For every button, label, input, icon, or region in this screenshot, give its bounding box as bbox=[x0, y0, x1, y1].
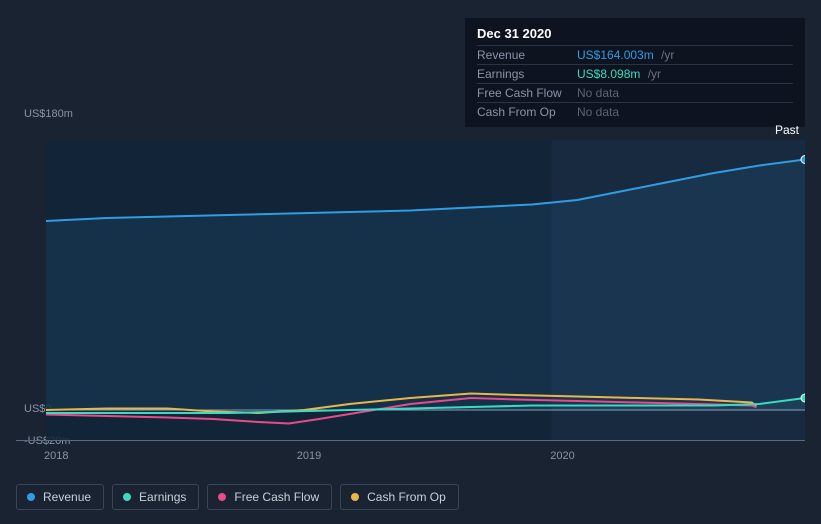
tooltip-metric-label: Earnings bbox=[477, 67, 577, 81]
chart-svg bbox=[46, 120, 805, 440]
legend-label: Cash From Op bbox=[367, 490, 446, 504]
tooltip-metric-value: No data bbox=[577, 86, 619, 100]
tooltip-unit: /yr bbox=[644, 67, 661, 81]
tooltip-metric-label: Free Cash Flow bbox=[477, 86, 577, 100]
legend-label: Free Cash Flow bbox=[234, 490, 319, 504]
legend-dot-icon bbox=[351, 493, 359, 501]
x-axis-tick-label: 2019 bbox=[297, 450, 321, 462]
tooltip-metric-label: Revenue bbox=[477, 48, 577, 62]
legend-item[interactable]: Revenue bbox=[16, 484, 104, 510]
tooltip-metric-value: US$8.098m /yr bbox=[577, 67, 661, 81]
x-axis-tick-label: 2020 bbox=[550, 450, 574, 462]
x-axis-tick-label: 2018 bbox=[44, 450, 68, 462]
legend-dot-icon bbox=[27, 493, 35, 501]
tooltip-metric-label: Cash From Op bbox=[477, 105, 577, 119]
legend-item[interactable]: Earnings bbox=[112, 484, 199, 510]
financials-chart: US$180mUS$0-US$20m Past 201820192020 bbox=[16, 120, 805, 480]
legend-item[interactable]: Cash From Op bbox=[340, 484, 459, 510]
axis-baseline bbox=[16, 440, 805, 441]
data-tooltip: Dec 31 2020 RevenueUS$164.003m /yrEarnin… bbox=[465, 18, 805, 127]
legend-label: Earnings bbox=[139, 490, 186, 504]
tooltip-row: Free Cash FlowNo data bbox=[477, 83, 793, 102]
y-axis-tick-label: US$180m bbox=[24, 108, 73, 120]
tooltip-date: Dec 31 2020 bbox=[477, 26, 793, 41]
legend-label: Revenue bbox=[43, 490, 91, 504]
tooltip-metric-value: No data bbox=[577, 105, 619, 119]
legend-dot-icon bbox=[218, 493, 226, 501]
tooltip-unit: /yr bbox=[658, 48, 675, 62]
tooltip-row: RevenueUS$164.003m /yr bbox=[477, 45, 793, 64]
tooltip-row: EarningsUS$8.098m /yr bbox=[477, 64, 793, 83]
legend-dot-icon bbox=[123, 493, 131, 501]
tooltip-metric-value: US$164.003m /yr bbox=[577, 48, 674, 62]
tooltip-row: Cash From OpNo data bbox=[477, 102, 793, 121]
legend-item[interactable]: Free Cash Flow bbox=[207, 484, 332, 510]
chart-legend: Revenue Earnings Free Cash Flow Cash From O… bbox=[16, 484, 459, 510]
